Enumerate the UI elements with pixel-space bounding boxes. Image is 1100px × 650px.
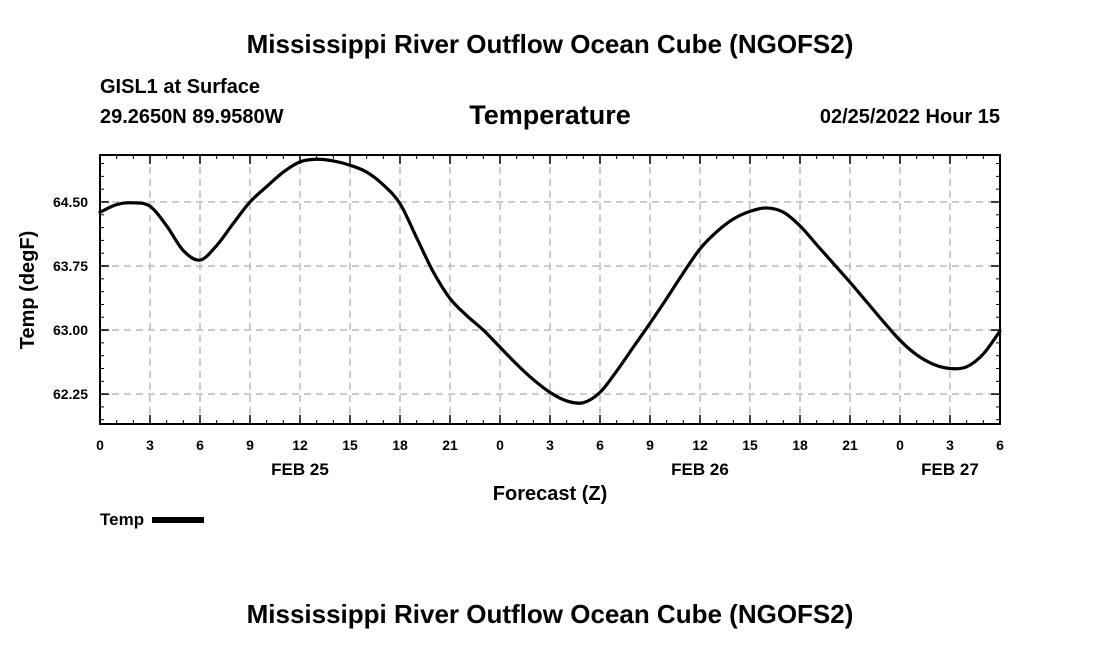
series-layer xyxy=(98,157,1002,405)
axis-ticks xyxy=(99,155,1001,424)
x-axis-title: Forecast (Z) xyxy=(493,483,607,505)
y-tick-label: 64.50 xyxy=(53,194,88,210)
x-tick-label: 21 xyxy=(442,437,458,453)
y-tick-label: 63.75 xyxy=(53,258,88,274)
chart-title: Temperature xyxy=(469,100,631,130)
legend: Temp xyxy=(100,509,205,531)
x-tick-label: 6 xyxy=(596,437,604,453)
x-tick-label: 9 xyxy=(646,437,654,453)
x-tick-label: 0 xyxy=(496,437,504,453)
y-tick-label: 63.00 xyxy=(53,322,88,338)
y-tick-label: 62.25 xyxy=(53,386,88,402)
x-tick-label: 9 xyxy=(246,437,254,453)
series-line-temp xyxy=(98,157,1002,405)
date-label: FEB 25 xyxy=(271,460,329,479)
x-tick-label: 3 xyxy=(146,437,154,453)
legend-label: Temp xyxy=(100,510,145,529)
x-tick-label: 3 xyxy=(946,437,954,453)
x-tick-label: 21 xyxy=(842,437,858,453)
x-tick-label: 15 xyxy=(342,437,358,453)
x-tick-label: 12 xyxy=(292,437,308,453)
x-tick-label: 0 xyxy=(96,437,104,453)
page-title: Mississippi River Outflow Ocean Cube (NG… xyxy=(246,29,854,59)
y-axis-title: Temp (degF) xyxy=(17,231,39,350)
axis-labels: 0 3 6 9 12 15 18 21 0 3 6 9 12 15 18 21 0 3 6 62.25 63.00 63.… xyxy=(53,194,1004,479)
x-tick-label: 3 xyxy=(546,437,554,453)
x-tick-label: 12 xyxy=(692,437,708,453)
x-tick-label: 6 xyxy=(996,437,1004,453)
x-tick-label: 18 xyxy=(392,437,408,453)
date-label: FEB 27 xyxy=(921,460,979,479)
x-tick-label: 18 xyxy=(792,437,808,453)
x-tick-label: 15 xyxy=(742,437,758,453)
legend-line-swatch xyxy=(152,517,205,523)
grid-lines xyxy=(100,155,1000,424)
station-name: GISL1 at Surface xyxy=(100,76,261,98)
x-tick-label: 6 xyxy=(196,437,204,453)
footer-title: Mississippi River Outflow Ocean Cube (NG… xyxy=(246,599,854,629)
forecast-date: 02/25/2022 Hour 15 xyxy=(819,106,1000,128)
x-tick-label: 0 xyxy=(896,437,904,453)
station-coordinates: 29.2650N 89.9580W xyxy=(100,106,284,128)
date-label: FEB 26 xyxy=(671,460,729,479)
